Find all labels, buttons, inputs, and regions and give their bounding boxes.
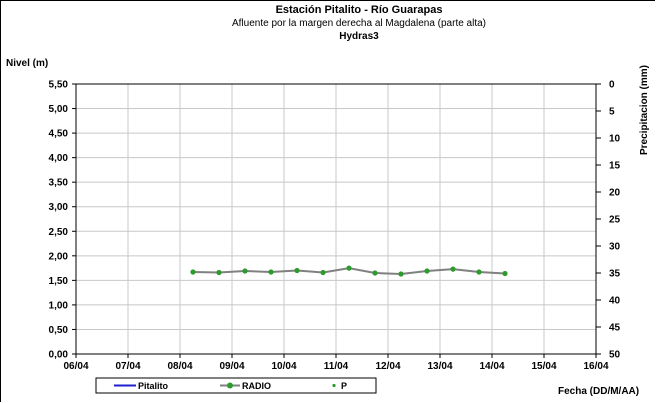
data-point-radio [190,269,196,275]
data-point-radio [424,268,430,274]
y-tick-label: 0,00 [49,350,69,361]
y-tick-label: 3,50 [49,178,69,189]
y2-tick-label: 45 [609,323,621,334]
x-tick-label: 15/04 [531,361,556,372]
y2-tick-label: 0 [609,80,615,91]
y-tick-label: 4,50 [49,129,69,140]
y-tick-label: 2,50 [49,227,69,238]
y-tick-label: 5,00 [49,104,69,115]
y-tick-label: 2,00 [49,251,69,262]
x-tick-label: 09/04 [219,361,244,372]
data-point-radio [294,267,300,274]
chart-subtitle: Afluente por la margen derecha al Magdal… [232,18,486,29]
legend-label-p: P [341,381,347,391]
grid [76,83,596,354]
data-point-radio [398,271,404,277]
y-axis: 0,00 0,50 1,00 1,50 2,00 2,50 3,00 3,50 4,00 4,50… [49,80,76,361]
series-layer [190,265,508,277]
y2-tick-label: 5 [609,107,615,118]
x-tick-label: 06/04 [63,361,88,372]
chart-title: Estación Pitalito - Río Guarapas [276,4,443,16]
data-point-radio [346,265,352,271]
x-tick-label: 16/04 [583,361,608,372]
legend-label-radio: RADIO [242,381,271,391]
y2-tick-label: 30 [609,242,621,253]
data-point-radio [372,270,378,276]
legend-label-pitalito: Pitalito [138,381,169,391]
data-point-radio [502,270,508,277]
y-tick-label: 4,00 [49,153,69,164]
y2-tick-label: 15 [609,161,621,172]
y-axis-label: Nivel (m) [6,58,48,69]
chart-subtitle-2: Hydras3 [339,31,379,42]
y-tick-label: 3,00 [49,202,69,213]
y2-tick-label: 40 [609,296,621,307]
x-tick-label: 12/04 [375,361,400,372]
y-tick-label: 0,50 [49,325,69,336]
x-tick-label: 07/04 [115,361,140,372]
x-tick-label: 13/04 [427,361,452,372]
y2-tick-label: 35 [609,269,621,280]
x-tick-label: 08/04 [167,361,192,372]
y2-axis-label: Precipitacion (mm) [639,65,650,155]
data-point-radio [242,268,248,274]
legend-swatch-p [332,383,336,388]
x-tick-label: 11/04 [324,361,349,372]
y2-tick-label: 25 [609,215,621,226]
legend-swatch-radio-marker [227,382,233,389]
y-tick-label: 1,50 [49,276,69,287]
x-tick-label: 14/04 [479,361,504,372]
y2-tick-label: 20 [609,188,621,199]
y-tick-label: 1,00 [49,300,69,311]
x-axis-label: Fecha (DD/M/AA) [558,386,639,397]
data-point-radio [268,269,274,275]
data-point-radio [320,269,326,276]
data-point-radio [216,269,222,276]
data-point-radio [476,269,482,275]
y2-tick-label: 10 [609,134,621,145]
y2-tick-label: 50 [609,350,621,361]
x-axis: 06/04 07/04 08/04 09/04 10/04 11/04 12/04 13/04… [63,354,609,372]
legend: Pitalito RADIO P [95,377,377,394]
x-tick-label: 10/04 [271,361,296,372]
y2-axis: 0 5 10 15 20 25 30 35 40 45 50 [596,80,621,361]
y-tick-label: 5,50 [49,80,69,91]
data-point-radio [450,266,456,272]
